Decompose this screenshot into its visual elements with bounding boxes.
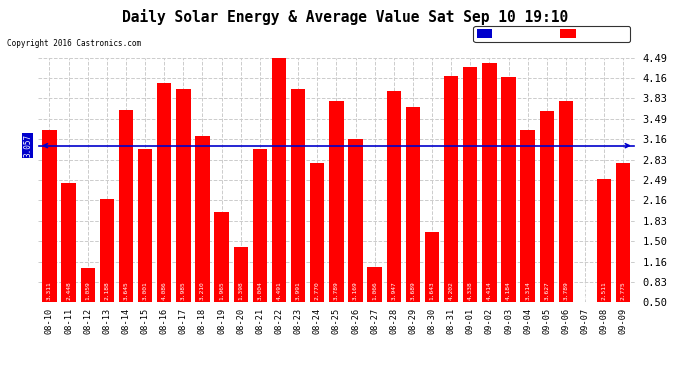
- Text: 3.004: 3.004: [257, 281, 262, 300]
- Bar: [329, 101, 344, 302]
- Bar: [540, 111, 554, 302]
- Text: 2.770: 2.770: [315, 281, 319, 300]
- Bar: [119, 110, 133, 302]
- Text: 2.448: 2.448: [66, 281, 71, 300]
- Text: 2.188: 2.188: [104, 281, 109, 300]
- Bar: [482, 63, 497, 302]
- Text: 4.491: 4.491: [277, 281, 282, 300]
- Text: 3.311: 3.311: [47, 281, 52, 300]
- Text: 3.991: 3.991: [295, 281, 301, 300]
- Text: 3.985: 3.985: [181, 281, 186, 300]
- Bar: [425, 232, 440, 302]
- Text: 3.314: 3.314: [525, 281, 530, 300]
- Text: 2.511: 2.511: [602, 281, 607, 300]
- Text: 1.965: 1.965: [219, 281, 224, 300]
- Bar: [310, 163, 324, 302]
- Text: 4.202: 4.202: [448, 281, 453, 300]
- Bar: [81, 268, 95, 302]
- Legend: Average ($), Daily  ($): Average ($), Daily ($): [473, 26, 629, 42]
- Bar: [253, 149, 267, 302]
- Bar: [386, 91, 401, 302]
- Bar: [502, 77, 515, 302]
- Bar: [578, 302, 592, 327]
- Text: 3.001: 3.001: [143, 281, 148, 300]
- Bar: [138, 149, 152, 302]
- Text: 0.081: 0.081: [582, 281, 588, 300]
- Bar: [99, 199, 114, 302]
- Text: 3.057: 3.057: [635, 132, 644, 155]
- Text: 2.775: 2.775: [621, 281, 626, 300]
- Text: Copyright 2016 Castronics.com: Copyright 2016 Castronics.com: [7, 39, 141, 48]
- Text: 1.066: 1.066: [372, 281, 377, 300]
- Text: 3.057: 3.057: [23, 134, 32, 157]
- Bar: [463, 68, 477, 302]
- Text: 3.947: 3.947: [391, 281, 396, 300]
- Bar: [520, 130, 535, 302]
- Bar: [406, 107, 420, 302]
- Bar: [195, 136, 210, 302]
- Bar: [157, 83, 171, 302]
- Bar: [42, 130, 57, 302]
- Bar: [616, 163, 631, 302]
- Text: 1.398: 1.398: [238, 281, 244, 300]
- Bar: [597, 179, 611, 302]
- Bar: [559, 101, 573, 302]
- Text: 4.184: 4.184: [506, 281, 511, 300]
- Bar: [61, 183, 76, 302]
- Bar: [368, 267, 382, 302]
- Text: 3.789: 3.789: [564, 281, 569, 300]
- Bar: [272, 58, 286, 302]
- Text: 1.643: 1.643: [429, 281, 435, 300]
- Text: 3.789: 3.789: [334, 281, 339, 300]
- Bar: [291, 88, 305, 302]
- Text: 1.059: 1.059: [85, 281, 90, 300]
- Text: Daily Solar Energy & Average Value Sat Sep 10 19:10: Daily Solar Energy & Average Value Sat S…: [122, 9, 568, 26]
- Text: 3.210: 3.210: [200, 281, 205, 300]
- Bar: [233, 247, 248, 302]
- Text: 3.689: 3.689: [411, 281, 415, 300]
- Text: 3.645: 3.645: [124, 281, 128, 300]
- Bar: [215, 212, 229, 302]
- Text: 4.414: 4.414: [487, 281, 492, 300]
- Bar: [444, 76, 458, 302]
- Text: 3.169: 3.169: [353, 281, 358, 300]
- Text: 4.338: 4.338: [468, 281, 473, 300]
- Text: 3.627: 3.627: [544, 281, 549, 300]
- Bar: [348, 139, 363, 302]
- Text: 4.086: 4.086: [161, 281, 167, 300]
- Bar: [176, 89, 190, 302]
